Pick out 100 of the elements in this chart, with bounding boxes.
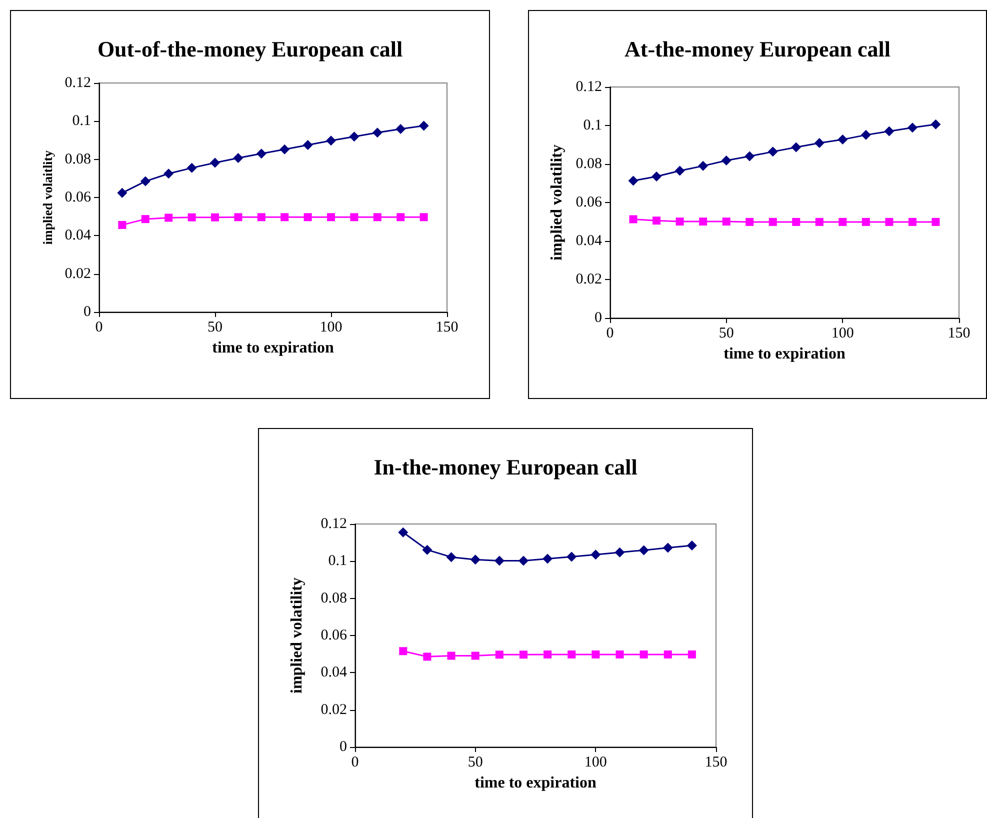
chart-title: In-the-money European call bbox=[374, 454, 638, 480]
point bbox=[446, 552, 456, 562]
point bbox=[628, 176, 638, 186]
point bbox=[399, 647, 408, 656]
y-tick-label: 0.08 bbox=[320, 590, 347, 606]
point bbox=[652, 216, 661, 225]
point bbox=[792, 218, 800, 226]
point bbox=[686, 540, 697, 551]
point bbox=[592, 650, 600, 658]
point bbox=[140, 176, 150, 186]
point bbox=[471, 652, 480, 660]
y-tick-label: 0.1 bbox=[72, 113, 91, 130]
point bbox=[698, 160, 708, 171]
y-tick-label: 0.02 bbox=[576, 272, 602, 288]
point bbox=[932, 218, 940, 226]
y-tick-label: 0.08 bbox=[64, 151, 91, 168]
point bbox=[544, 650, 552, 658]
point bbox=[118, 220, 126, 229]
point bbox=[186, 162, 197, 173]
point bbox=[418, 120, 429, 131]
point bbox=[744, 151, 755, 162]
point bbox=[930, 119, 941, 130]
point bbox=[349, 132, 360, 142]
point bbox=[326, 136, 336, 146]
point bbox=[234, 213, 242, 222]
point bbox=[862, 218, 870, 226]
point bbox=[396, 124, 406, 134]
point bbox=[885, 218, 894, 226]
point bbox=[907, 122, 918, 133]
point bbox=[233, 152, 244, 163]
point bbox=[662, 542, 673, 553]
point bbox=[860, 130, 871, 140]
y-tick-label: 0.1 bbox=[583, 118, 602, 134]
point bbox=[398, 527, 408, 538]
point bbox=[280, 144, 290, 154]
point bbox=[188, 213, 196, 222]
point bbox=[652, 172, 662, 182]
x-tick-label: 50 bbox=[468, 754, 483, 770]
y-tick-label: 0.06 bbox=[576, 194, 602, 210]
point bbox=[304, 213, 312, 222]
point bbox=[495, 650, 504, 659]
point bbox=[422, 544, 432, 555]
y-tick-label: 0.02 bbox=[320, 702, 347, 718]
point bbox=[519, 650, 528, 659]
point bbox=[640, 650, 648, 658]
point bbox=[302, 140, 313, 150]
x-tick-label: 0 bbox=[351, 754, 359, 770]
point bbox=[280, 213, 289, 222]
y-tick-label: 0.04 bbox=[576, 233, 602, 249]
point bbox=[664, 650, 672, 658]
point bbox=[470, 554, 480, 565]
point bbox=[494, 556, 504, 566]
point bbox=[768, 146, 778, 157]
point bbox=[722, 218, 730, 226]
y-tick-label: 0.04 bbox=[64, 228, 92, 244]
point bbox=[257, 213, 266, 222]
point bbox=[616, 650, 624, 658]
point bbox=[814, 138, 824, 148]
y-tick-label: 0.12 bbox=[320, 516, 347, 532]
point bbox=[423, 652, 432, 661]
chart-title: Out-of-the-money European call bbox=[97, 36, 403, 62]
point bbox=[447, 652, 456, 660]
point bbox=[210, 158, 220, 168]
y-tick-label: 0.02 bbox=[64, 266, 91, 282]
x-axis-title: time to expiration bbox=[724, 345, 846, 362]
point bbox=[211, 213, 219, 222]
point bbox=[568, 650, 576, 658]
x-tick-label: 100 bbox=[584, 754, 607, 770]
x-tick-label: 50 bbox=[208, 320, 222, 336]
x-tick-label: 100 bbox=[320, 320, 342, 336]
y-axis-title: implied volatility bbox=[548, 144, 566, 260]
point bbox=[908, 218, 916, 226]
y-tick-label: 0.08 bbox=[576, 156, 602, 172]
point bbox=[688, 650, 696, 658]
y-tick-label: 0 bbox=[84, 304, 91, 320]
x-tick-label: 150 bbox=[704, 754, 728, 770]
x-tick-label: 150 bbox=[948, 326, 970, 342]
point bbox=[566, 552, 577, 562]
point bbox=[372, 128, 382, 138]
point bbox=[164, 168, 174, 179]
point bbox=[838, 134, 848, 145]
point bbox=[838, 218, 847, 226]
y-tick-label: 0.06 bbox=[320, 628, 348, 644]
y-axis-title: implied volatility bbox=[288, 578, 306, 694]
x-axis-title: time to expiration bbox=[212, 339, 334, 356]
point bbox=[676, 218, 684, 226]
point bbox=[396, 213, 405, 222]
point bbox=[373, 213, 382, 222]
point bbox=[768, 218, 777, 226]
x-tick-label: 150 bbox=[436, 320, 458, 336]
point bbox=[638, 545, 649, 556]
y-axis-title: implied volaitlity bbox=[40, 150, 55, 245]
y-tick-label: 0.1 bbox=[328, 553, 347, 570]
point bbox=[542, 554, 553, 564]
y-tick-label: 0.06 bbox=[64, 190, 92, 206]
point bbox=[518, 556, 528, 566]
point bbox=[420, 213, 428, 222]
point bbox=[256, 148, 266, 159]
point bbox=[141, 215, 150, 224]
x-tick-label: 50 bbox=[718, 326, 734, 342]
